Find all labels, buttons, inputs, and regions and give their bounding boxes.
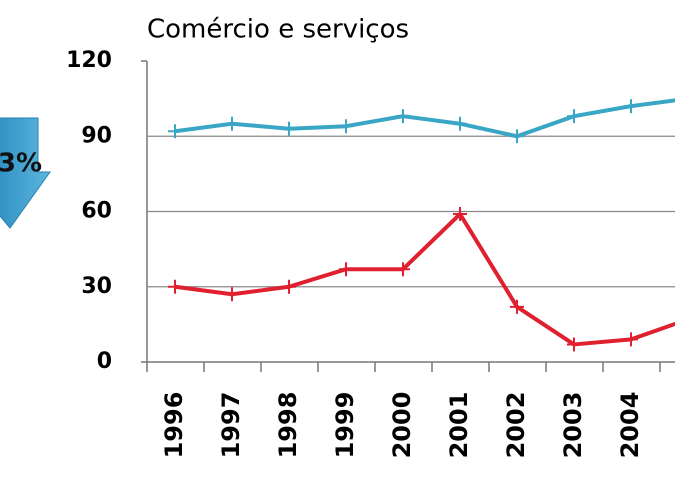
point-marker [567,337,581,352]
x-tick-label: 2003 [559,392,587,459]
point-marker [282,279,296,294]
x-tick-label: 1996 [160,392,188,459]
x-tick-label: 1997 [217,392,245,459]
point-marker [624,99,638,114]
point-marker [225,287,239,302]
chart-title: Comércio e serviços [147,15,409,45]
point-marker [225,116,239,131]
point-marker [510,299,524,314]
point-marker [453,116,467,131]
y-tick-label: 60 [81,199,112,224]
point-marker [396,262,410,277]
annotation: 3% [0,149,42,179]
point-marker [396,109,410,124]
point-marker [510,129,524,144]
y-tick-label: 0 [97,349,112,374]
point-marker [168,279,182,294]
point-marker [168,124,182,139]
x-tick-label: 2004 [616,392,644,459]
point-marker [282,121,296,136]
point-marker [624,332,638,347]
y-tick-label: 30 [81,274,112,299]
y-tick-label: 120 [66,48,112,73]
x-tick-label: 1999 [331,392,359,459]
x-tick-label: 2000 [388,392,416,459]
y-tick-label: 90 [81,123,112,148]
x-tick-label: 1998 [274,392,302,459]
point-marker [453,207,467,222]
arrow [0,117,51,229]
series-line [174,98,675,139]
x-tick-label: 2001 [445,392,473,459]
point-marker [339,262,353,277]
point-marker [339,119,353,134]
series-line [174,212,675,347]
point-marker [567,109,581,124]
x-tick-label: 2002 [502,392,530,459]
